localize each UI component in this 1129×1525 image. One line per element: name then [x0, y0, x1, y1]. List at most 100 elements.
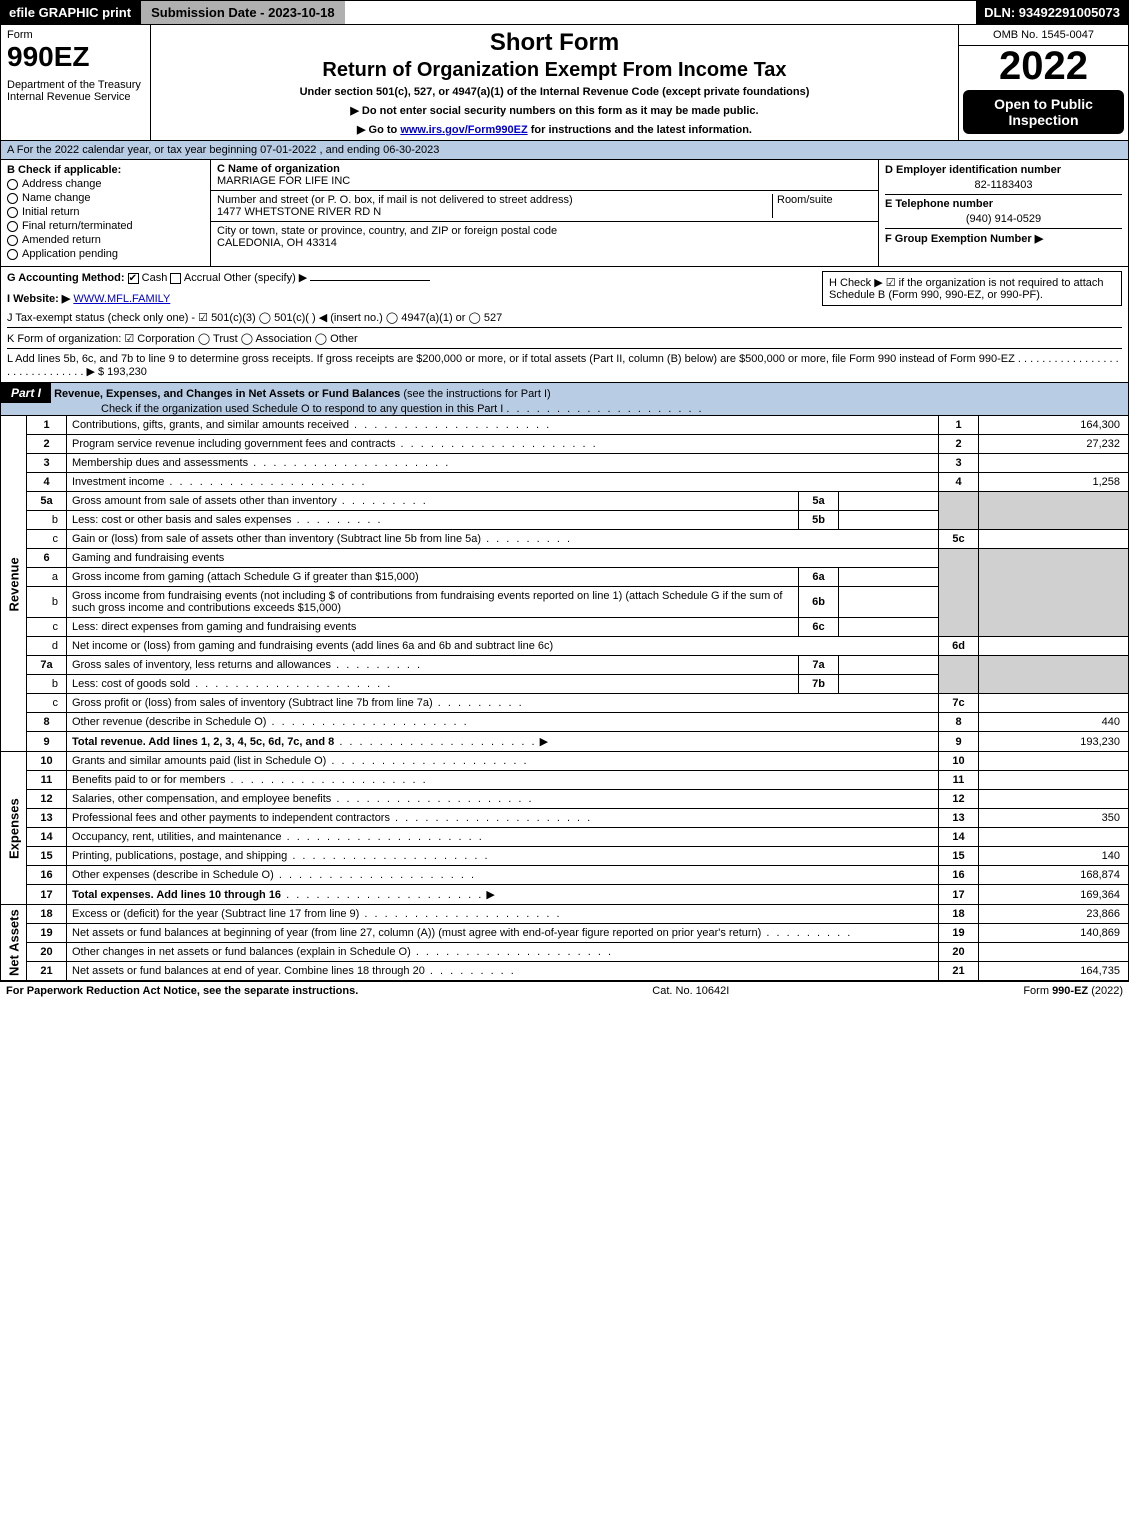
row-2: 2 Program service revenue including gove…: [1, 435, 1129, 454]
row-11: 11 Benefits paid to or for members 11: [1, 771, 1129, 790]
footer: For Paperwork Reduction Act Notice, see …: [0, 981, 1129, 1000]
footer-right: Form 990-EZ (2022): [1023, 985, 1123, 997]
row-3: 3 Membership dues and assessments 3: [1, 454, 1129, 473]
row-18: Net Assets 18 Excess or (deficit) for th…: [1, 905, 1129, 924]
line-g-label: G Accounting Method:: [7, 272, 125, 284]
goto-pre: ▶ Go to: [357, 124, 400, 136]
row-10: Expenses 10 Grants and similar amounts p…: [1, 752, 1129, 771]
footer-left: For Paperwork Reduction Act Notice, see …: [6, 985, 358, 997]
org-name: MARRIAGE FOR LIFE INC: [217, 175, 350, 187]
row-9: 9 Total revenue. Add lines 1, 2, 3, 4, 5…: [1, 732, 1129, 752]
org-name-row: C Name of organization MARRIAGE FOR LIFE…: [211, 160, 878, 191]
row-1: Revenue 1 Contributions, gifts, grants, …: [1, 416, 1129, 435]
row-13: 13 Professional fees and other payments …: [1, 809, 1129, 828]
title-short-form: Short Form: [161, 29, 948, 57]
row-8: 8 Other revenue (describe in Schedule O)…: [1, 713, 1129, 732]
col-b-label: B Check if applicable:: [7, 164, 204, 176]
row-4: 4 Investment income 4 1,258: [1, 473, 1129, 492]
side-netassets: Net Assets: [1, 905, 27, 981]
cb-amended-return[interactable]: Amended return: [7, 234, 204, 246]
cb-application-pending[interactable]: Application pending: [7, 248, 204, 260]
lines-g-to-l: H Check ▶ ☑ if the organization is not r…: [0, 267, 1129, 383]
row-7a: 7a Gross sales of inventory, less return…: [1, 656, 1129, 675]
row-17: 17 Total expenses. Add lines 10 through …: [1, 885, 1129, 905]
row-15: 15 Printing, publications, postage, and …: [1, 847, 1129, 866]
room-label: Room/suite: [777, 194, 833, 206]
arrow-ssn: ▶ Do not enter social security numbers o…: [161, 104, 948, 117]
row-7c: c Gross profit or (loss) from sales of i…: [1, 694, 1129, 713]
dln: DLN: 93492291005073: [976, 1, 1128, 24]
ein-label: D Employer identification number: [885, 164, 1122, 176]
revenue-table: Revenue 1 Contributions, gifts, grants, …: [0, 416, 1129, 981]
phone-value: (940) 914-0529: [885, 213, 1122, 225]
cb-accrual[interactable]: [170, 273, 181, 284]
omb-number: OMB No. 1545-0047: [959, 25, 1128, 46]
row-14: 14 Occupancy, rent, utilities, and maint…: [1, 828, 1129, 847]
name-label: C Name of organization: [217, 163, 340, 175]
website-link[interactable]: WWW.MFL.FAMILY: [73, 293, 170, 305]
org-block: B Check if applicable: Address change Na…: [0, 160, 1129, 267]
row-6d: d Net income or (loss) from gaming and f…: [1, 637, 1129, 656]
part-1-title: Revenue, Expenses, and Changes in Net As…: [54, 388, 400, 400]
city-value: CALEDONIA, OH 43314: [217, 237, 337, 249]
row-16: 16 Other expenses (describe in Schedule …: [1, 866, 1129, 885]
title-return: Return of Organization Exempt From Incom…: [161, 59, 948, 82]
section-a: A For the 2022 calendar year, or tax yea…: [0, 141, 1129, 160]
department: Department of the Treasury Internal Reve…: [7, 79, 144, 103]
street-row: Number and street (or P. O. box, if mail…: [211, 191, 878, 222]
cb-name-change[interactable]: Name change: [7, 192, 204, 204]
line-l-text: L Add lines 5b, 6c, and 7b to line 9 to …: [7, 353, 1119, 378]
line-i-label: I Website: ▶: [7, 293, 70, 305]
topbar: efile GRAPHIC print Submission Date - 20…: [0, 0, 1129, 25]
city-row: City or town, state or province, country…: [211, 222, 878, 252]
city-label: City or town, state or province, country…: [217, 225, 557, 237]
open-to-public: Open to Public Inspection: [963, 90, 1124, 134]
form-header: Form 990EZ Department of the Treasury In…: [0, 25, 1129, 141]
header-right: OMB No. 1545-0047 2022 Open to Public In…: [958, 25, 1128, 140]
col-d: D Employer identification number 82-1183…: [878, 160, 1128, 266]
group-label: F Group Exemption Number ▶: [885, 228, 1122, 245]
row-5c: c Gain or (loss) from sale of assets oth…: [1, 530, 1129, 549]
row-12: 12 Salaries, other compensation, and emp…: [1, 790, 1129, 809]
side-expenses: Expenses: [1, 752, 27, 905]
part-1-header: Part I Revenue, Expenses, and Changes in…: [0, 383, 1129, 416]
r1-rval: 164,300: [979, 416, 1129, 435]
r1-desc: Contributions, gifts, grants, and simila…: [67, 416, 939, 435]
arrow-goto: ▶ Go to www.irs.gov/Form990EZ for instru…: [161, 123, 948, 136]
col-c: C Name of organization MARRIAGE FOR LIFE…: [211, 160, 878, 266]
line-j: J Tax-exempt status (check only one) - ☑…: [7, 311, 1122, 328]
form-number: 990EZ: [7, 41, 144, 73]
line-h-box: H Check ▶ ☑ if the organization is not r…: [822, 271, 1122, 306]
row-5a: 5a Gross amount from sale of assets othe…: [1, 492, 1129, 511]
cb-address-change[interactable]: Address change: [7, 178, 204, 190]
header-mid: Short Form Return of Organization Exempt…: [151, 25, 958, 140]
r1-rnum: 1: [939, 416, 979, 435]
row-6: 6 Gaming and fundraising events: [1, 549, 1129, 568]
street-value: 1477 WHETSTONE RIVER RD N: [217, 206, 381, 218]
part-1-label: Part I: [1, 383, 51, 403]
cb-initial-return[interactable]: Initial return: [7, 206, 204, 218]
col-b: B Check if applicable: Address change Na…: [1, 160, 211, 266]
efile-label[interactable]: efile GRAPHIC print: [1, 1, 139, 24]
cb-cash[interactable]: [128, 273, 139, 284]
row-19: 19 Net assets or fund balances at beginn…: [1, 924, 1129, 943]
goto-post: for instructions and the latest informat…: [528, 124, 752, 136]
row-21: 21 Net assets or fund balances at end of…: [1, 962, 1129, 981]
cb-final-return[interactable]: Final return/terminated: [7, 220, 204, 232]
header-left: Form 990EZ Department of the Treasury In…: [1, 25, 151, 140]
ein-value: 82-1183403: [885, 179, 1122, 191]
form-label: Form: [7, 29, 144, 41]
part-1-subtitle: (see the instructions for Part I): [403, 388, 550, 400]
part-1-check-text: Check if the organization used Schedule …: [1, 403, 503, 415]
r1-no: 1: [27, 416, 67, 435]
line-k: K Form of organization: ☑ Corporation ◯ …: [7, 332, 1122, 349]
side-revenue: Revenue: [1, 416, 27, 752]
irs-link[interactable]: www.irs.gov/Form990EZ: [400, 124, 527, 136]
phone-label: E Telephone number: [885, 194, 1122, 210]
submission-date: Submission Date - 2023-10-18: [139, 1, 345, 24]
line-l-value: 193,230: [107, 366, 147, 378]
row-20: 20 Other changes in net assets or fund b…: [1, 943, 1129, 962]
street-label: Number and street (or P. O. box, if mail…: [217, 194, 573, 206]
subtext: Under section 501(c), 527, or 4947(a)(1)…: [161, 86, 948, 98]
footer-mid: Cat. No. 10642I: [652, 985, 729, 997]
